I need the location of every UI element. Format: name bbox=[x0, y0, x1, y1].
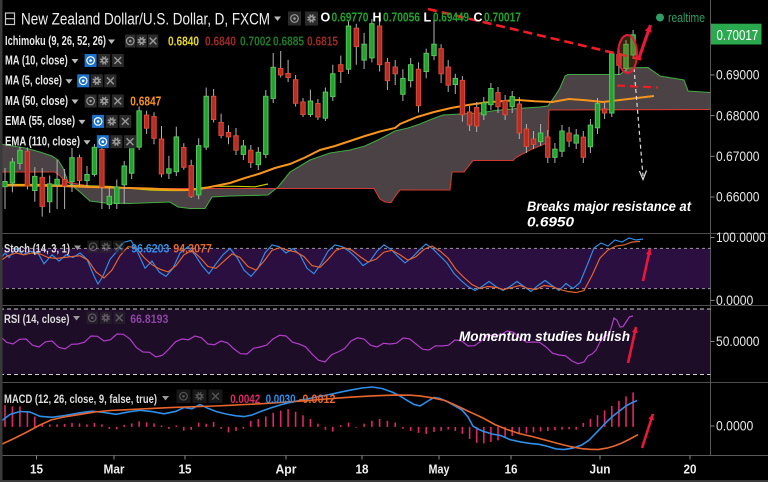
svg-text:realtime: realtime bbox=[668, 11, 705, 25]
svg-text:-0.0012: -0.0012 bbox=[299, 392, 336, 406]
svg-text:0.70056: 0.70056 bbox=[383, 11, 420, 25]
svg-text:Mar: Mar bbox=[104, 463, 125, 477]
svg-text:0.69449: 0.69449 bbox=[433, 11, 469, 25]
svg-text:66.8193: 66.8193 bbox=[130, 312, 168, 326]
svg-text:C: C bbox=[474, 11, 483, 25]
svg-text:0.70017: 0.70017 bbox=[717, 28, 759, 44]
svg-text:0.6847: 0.6847 bbox=[130, 94, 161, 108]
svg-text:EMA (55, close): EMA (55, close) bbox=[5, 114, 75, 128]
svg-text:0.0030: 0.0030 bbox=[266, 392, 296, 406]
svg-text:0.69000: 0.69000 bbox=[716, 68, 760, 83]
svg-text:0.0000: 0.0000 bbox=[716, 419, 753, 434]
svg-text:H: H bbox=[373, 11, 382, 25]
svg-text:MA (50, close): MA (50, close) bbox=[5, 94, 68, 108]
svg-text:May: May bbox=[429, 463, 450, 477]
svg-text:96.6203: 96.6203 bbox=[131, 241, 169, 255]
svg-text:16: 16 bbox=[505, 463, 518, 477]
svg-text:Apr: Apr bbox=[276, 463, 297, 477]
svg-text:18: 18 bbox=[356, 463, 369, 477]
svg-text:Ichimoku (9, 26, 52, 26): Ichimoku (9, 26, 52, 26) bbox=[5, 34, 106, 48]
svg-text:0.0000: 0.0000 bbox=[716, 293, 753, 308]
svg-text:0.66000: 0.66000 bbox=[716, 190, 760, 205]
svg-text:0.68000: 0.68000 bbox=[716, 108, 760, 123]
svg-text:L: L bbox=[424, 11, 432, 25]
svg-text:O: O bbox=[321, 11, 331, 25]
svg-text:MACD (12, 26, close, 9, false,: MACD (12, 26, close, 9, false, true) bbox=[4, 392, 157, 406]
svg-text:EMA (110, close): EMA (110, close) bbox=[5, 135, 80, 149]
svg-text:0.70017: 0.70017 bbox=[484, 11, 521, 25]
svg-text:RSI (14, close): RSI (14, close) bbox=[4, 312, 69, 326]
svg-text:15: 15 bbox=[30, 463, 43, 477]
svg-text:20: 20 bbox=[684, 463, 697, 477]
svg-text:0.7002: 0.7002 bbox=[240, 34, 271, 48]
svg-text:Stoch (14, 3, 1): Stoch (14, 3, 1) bbox=[4, 241, 70, 255]
svg-text:0.6885: 0.6885 bbox=[273, 34, 304, 48]
svg-text:0.67000: 0.67000 bbox=[716, 149, 760, 164]
svg-text:100.0000: 100.0000 bbox=[716, 230, 766, 245]
svg-text:0.6840: 0.6840 bbox=[205, 34, 236, 48]
svg-text:0.0042: 0.0042 bbox=[230, 392, 260, 406]
svg-text:Breaks major resistance at: Breaks major resistance at bbox=[527, 199, 691, 214]
svg-text:Jun: Jun bbox=[590, 463, 611, 477]
svg-text:50.0000: 50.0000 bbox=[716, 334, 760, 349]
svg-text:94.3077: 94.3077 bbox=[173, 241, 212, 255]
svg-text:0.69770: 0.69770 bbox=[332, 11, 369, 25]
svg-text:Momentum studies bullish: Momentum studies bullish bbox=[459, 329, 630, 344]
svg-text:15: 15 bbox=[179, 463, 192, 477]
svg-text:New Zealand Dollar/U.S. Dollar: New Zealand Dollar/U.S. Dollar, D, FXCM bbox=[21, 11, 270, 29]
svg-text:MA (5, close): MA (5, close) bbox=[5, 74, 62, 88]
svg-text:MA (10, close): MA (10, close) bbox=[5, 53, 68, 67]
svg-text:0.6815: 0.6815 bbox=[307, 34, 338, 48]
svg-text:0.6840: 0.6840 bbox=[168, 34, 199, 48]
svg-text:0.6950: 0.6950 bbox=[527, 215, 575, 230]
